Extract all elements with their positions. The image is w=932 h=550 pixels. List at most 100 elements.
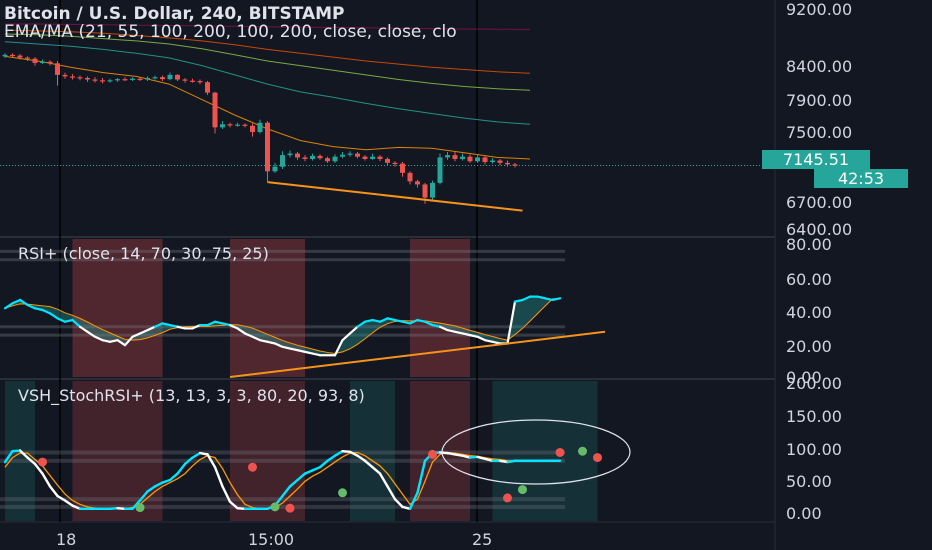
rsi-line: [213, 320, 224, 325]
candle-body: [325, 158, 330, 162]
stoch-k-line: [438, 451, 449, 455]
rsi-line: [3, 302, 14, 310]
candle-body: [355, 153, 360, 157]
price-axis-tick: 7500.00: [786, 123, 853, 142]
stoch-k-line: [228, 500, 239, 510]
rsi-line: [393, 318, 404, 323]
candle-body: [115, 79, 120, 81]
candle-body: [295, 153, 300, 158]
rsi-line: [206, 320, 217, 327]
rsi-line: [18, 298, 29, 307]
ema-line: [5, 23, 531, 30]
candle-body: [25, 57, 30, 59]
rsi-line: [356, 320, 367, 328]
rsi-axis-tick: 0.00: [786, 368, 822, 387]
candle-body: [77, 77, 83, 79]
rsi-line: [93, 335, 104, 342]
rsi-line: [138, 329, 149, 335]
rsi-line: [161, 322, 172, 327]
time-axis-tick: 15:00: [248, 530, 295, 549]
stoch-k-line: [498, 459, 509, 464]
candle-body: [122, 79, 128, 81]
candle-body: [460, 156, 465, 159]
price-trendline: [267, 181, 523, 212]
rsi-line: [281, 345, 292, 350]
candle-body: [182, 79, 188, 81]
candle-body: [257, 122, 263, 132]
time-axis-tick: 18: [56, 530, 77, 549]
rsi-line: [371, 318, 382, 323]
stoch-k-line: [26, 456, 37, 466]
rsi-line: [41, 308, 52, 315]
stoch-k-line: [108, 506, 119, 510]
rsi-line: [146, 325, 157, 332]
candle-body: [205, 82, 210, 93]
stoch-k-line: [18, 449, 29, 459]
stoch-k-line: [198, 451, 209, 456]
candle-body: [385, 158, 390, 163]
rsi-line: [401, 320, 412, 325]
stoch-k-line: [41, 472, 52, 488]
candle-body: [10, 54, 15, 57]
price-axis-tick: 7900.00: [786, 91, 853, 110]
candle-body: [47, 61, 53, 64]
rsi-line: [476, 335, 487, 342]
candle-body: [452, 155, 458, 159]
stoch-zone: [410, 381, 470, 521]
rsi-axis-tick: 20.00: [786, 337, 832, 356]
stoch-k-line: [183, 456, 194, 466]
rsi-line: [153, 322, 164, 328]
candle-body: [332, 156, 338, 162]
candle-body: [167, 74, 173, 80]
rsi-line: [288, 347, 299, 352]
rsi-line: [438, 325, 449, 332]
stoch-panel-title: VSH_StochRSI+ (13, 13, 3, 3, 80, 20, 93,…: [18, 386, 365, 405]
stoch-k-line: [303, 469, 314, 475]
rsi-line: [273, 342, 284, 348]
stoch-k-line: [153, 481, 164, 488]
candle-body: [497, 160, 503, 163]
stoch-k-line: [386, 485, 397, 501]
stoch-k-line: [191, 451, 202, 459]
candle-body: [32, 58, 38, 63]
candle-body: [287, 153, 293, 156]
rsi-line: [48, 312, 59, 320]
stoch-cross-marker: [338, 488, 347, 498]
rsi-line: [536, 295, 547, 300]
last-price-badge: 7145.51: [762, 150, 870, 169]
stoch-zone: [350, 381, 395, 521]
rsi-line: [33, 307, 44, 312]
rsi-line: [243, 332, 254, 338]
candle-body: [2, 54, 8, 57]
candle-body: [145, 77, 150, 80]
rsi-line: [11, 298, 22, 305]
stoch-k-line: [56, 494, 67, 502]
rsi-line: [303, 350, 314, 355]
rsi-trendline: [229, 330, 606, 378]
stoch-cross-marker: [593, 453, 602, 463]
rsi-oversold-zone: [72, 239, 163, 377]
candle-body: [377, 156, 383, 159]
rsi-level-band: [0, 249, 565, 253]
stoch-k-line: [33, 462, 44, 475]
rsi-line: [116, 339, 127, 347]
stoch-axis-tick: 150.00: [786, 407, 842, 426]
candle-body: [437, 157, 443, 183]
rsi-axis-tick: 60.00: [786, 270, 832, 289]
stoch-k-line: [393, 498, 404, 509]
candle-body: [302, 157, 308, 159]
stoch-k-line: [221, 485, 232, 503]
ema-indicator-title: EMA/MA (21, 55, 100, 200, 100, 200, clos…: [4, 22, 457, 42]
stoch-k-line: [288, 478, 299, 488]
candle-body: [422, 184, 428, 198]
stoch-zone: [230, 381, 305, 521]
stoch-cross-marker: [285, 503, 295, 513]
rsi-line: [56, 317, 67, 323]
rsi-line: [378, 317, 389, 323]
rsi-line: [386, 317, 397, 322]
rsi-level-band: [0, 325, 565, 329]
candle-body: [445, 155, 450, 158]
stoch-k-line: [63, 499, 74, 507]
